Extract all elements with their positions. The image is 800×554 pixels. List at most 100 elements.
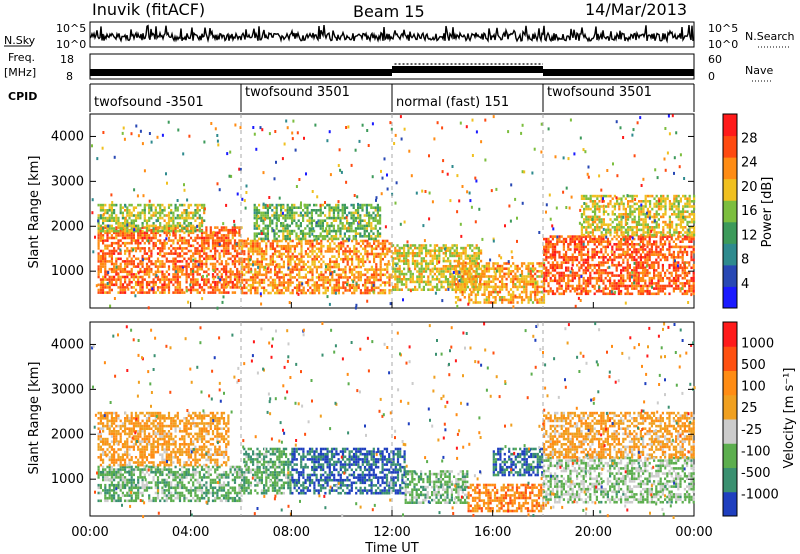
data-cell: [576, 256, 579, 259]
data-cell: [150, 216, 153, 220]
data-cell: [496, 267, 499, 270]
data-cell: [540, 290, 543, 294]
data-cell: [253, 206, 256, 209]
data-cell: [677, 279, 680, 283]
data-cell: [609, 240, 612, 243]
data-cell: [585, 207, 588, 211]
data-cell: [227, 236, 230, 240]
data-cell: [453, 280, 456, 284]
data-cell: [324, 206, 327, 209]
data-cell: [683, 235, 686, 238]
data-cell: [646, 284, 649, 288]
data-cell: [398, 254, 401, 258]
data-cell: [516, 270, 519, 273]
data-cell: [472, 283, 475, 286]
data-cell: [578, 250, 581, 254]
data-cell: [148, 283, 151, 287]
data-cell: [307, 252, 310, 256]
data-cell: [318, 278, 321, 282]
data-cell: [637, 292, 640, 296]
data-cell: [269, 276, 272, 279]
data-cell: [355, 255, 358, 258]
data-cell: [245, 263, 248, 266]
data-cell: [243, 286, 246, 290]
data-cell: [525, 277, 528, 281]
data-cell: [523, 298, 526, 302]
data-cell: [543, 248, 546, 251]
data-cell: [433, 267, 436, 271]
data-cell: [205, 270, 208, 274]
data-cell: [343, 227, 346, 230]
data-cell: [368, 244, 371, 248]
data-cell: [134, 275, 138, 279]
data-cell: [388, 247, 391, 251]
data-cell: [238, 247, 241, 250]
data-cell: [187, 216, 190, 220]
data-cell: [396, 249, 399, 252]
data-cell: [558, 282, 561, 285]
data-cell: [276, 239, 279, 243]
nsky-line: [89, 24, 694, 44]
data-cell: [436, 262, 439, 265]
data-cell: [159, 247, 162, 250]
data-cell: [333, 286, 336, 290]
data-cell: [604, 261, 607, 264]
data-cell: [214, 265, 217, 268]
data-cell: [167, 280, 171, 284]
data-cell: [622, 243, 625, 246]
data-cell: [589, 289, 592, 293]
data-cell: [476, 301, 480, 304]
data-cell: [518, 277, 521, 281]
data-cell: [368, 232, 371, 235]
data-cell: [670, 279, 673, 283]
data-cell: [633, 218, 636, 221]
data-cell: [556, 240, 559, 243]
data-cell: [192, 211, 195, 215]
data-cell: [675, 287, 678, 290]
data-cell: [245, 286, 248, 290]
data-cell: [275, 209, 278, 212]
data-cell: [187, 241, 190, 245]
data-cell: [433, 246, 436, 250]
data-cell: [631, 250, 634, 254]
data-cell: [225, 234, 228, 237]
data-cell: [128, 231, 131, 235]
data-cell: [416, 254, 419, 258]
data-cell: [587, 269, 590, 272]
data-cell: [342, 257, 345, 261]
data-cell: [624, 256, 627, 259]
data-cell: [233, 283, 237, 287]
data-cell: [335, 289, 338, 292]
data-cell: [633, 226, 636, 229]
data-cell: [192, 288, 195, 292]
data-cell: [633, 220, 636, 224]
data-cell: [331, 278, 334, 282]
data-cell: [304, 291, 307, 295]
data-cell: [170, 249, 173, 253]
data-cell: [472, 301, 475, 304]
data-cell: [238, 239, 241, 242]
data-cell: [255, 214, 258, 217]
data-cell: [501, 277, 504, 281]
data-cell: [185, 219, 188, 222]
data-cell: [300, 244, 303, 248]
data-cell: [451, 265, 454, 268]
data-cell: [587, 226, 590, 229]
data-cell: [276, 242, 279, 245]
data-cell: [346, 276, 349, 279]
data-cell: [653, 243, 656, 246]
data-cell: [229, 280, 232, 284]
data-cell: [178, 216, 182, 220]
data-cell: [346, 227, 349, 230]
data-cell: [582, 263, 585, 267]
data-cell: [181, 239, 184, 242]
data-cell: [263, 273, 266, 277]
data-cell: [97, 216, 100, 220]
data-cell: [567, 269, 570, 272]
data-cell: [285, 286, 288, 290]
data-cell: [189, 211, 193, 215]
data-cell: [627, 202, 630, 206]
data-cell: [220, 275, 223, 279]
data-cell: [331, 276, 334, 279]
data-cell: [606, 253, 609, 256]
